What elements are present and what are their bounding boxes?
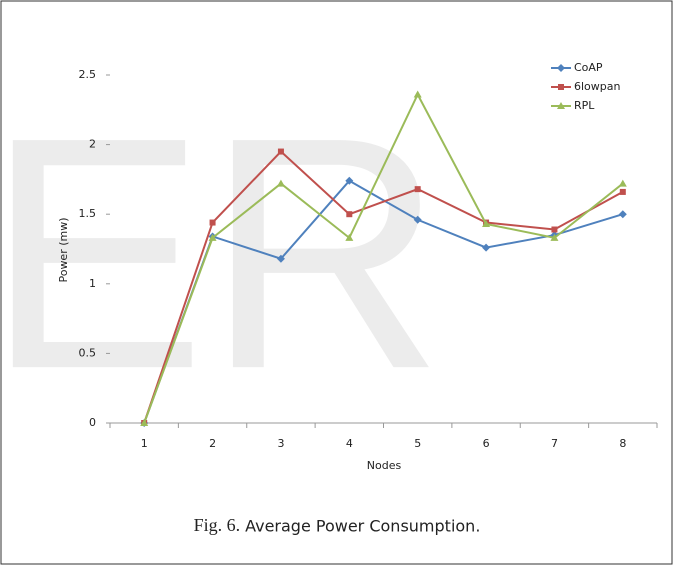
legend-marker (557, 64, 565, 72)
point (346, 211, 353, 218)
x-tick-label: 4 (346, 437, 353, 450)
point (413, 90, 422, 98)
legend-label: CoAP (574, 61, 603, 74)
y-tick-label: 0.5 (79, 346, 97, 359)
point (618, 179, 627, 187)
point (140, 419, 149, 426)
point (414, 186, 421, 193)
series-line (143, 92, 624, 424)
point (618, 210, 627, 219)
caption-label: Fig. 6. (194, 515, 241, 535)
legend-label: 6lowpan (574, 80, 621, 93)
point (550, 233, 559, 241)
y-tick-label: 0 (89, 416, 96, 429)
point (413, 215, 422, 224)
x-tick-label: 1 (141, 437, 148, 450)
y-tick-label: 2.5 (79, 68, 97, 81)
point (276, 179, 285, 187)
x-tick-label: 5 (414, 437, 421, 450)
caption: Average Power Consumption. (245, 517, 480, 536)
point (276, 254, 285, 263)
point (277, 148, 284, 155)
x-tick-label: 6 (483, 437, 490, 450)
series-line (143, 179, 624, 424)
x-tick-label: 7 (551, 437, 558, 450)
legend-marker (558, 84, 564, 90)
x-tick-label: 3 (277, 437, 284, 450)
legend-marker (557, 102, 565, 109)
y-tick-label: 1 (89, 277, 96, 290)
point (345, 233, 354, 241)
legend-label: RPL (574, 99, 595, 112)
point (482, 219, 491, 227)
y-tick-label: 2 (89, 138, 96, 151)
series-line (143, 150, 624, 424)
point (551, 226, 558, 233)
y-axis-label: Power (mw) (57, 217, 70, 282)
x-axis-label: Nodes (367, 459, 402, 472)
y-tick-label: 1.5 (79, 207, 97, 220)
x-tick-label: 2 (209, 437, 216, 450)
x-tick-label: 8 (619, 437, 626, 450)
watermark: ER (0, 68, 444, 437)
point (619, 188, 626, 195)
point (208, 233, 217, 241)
point (209, 219, 216, 226)
point (482, 243, 491, 252)
point (345, 176, 354, 185)
